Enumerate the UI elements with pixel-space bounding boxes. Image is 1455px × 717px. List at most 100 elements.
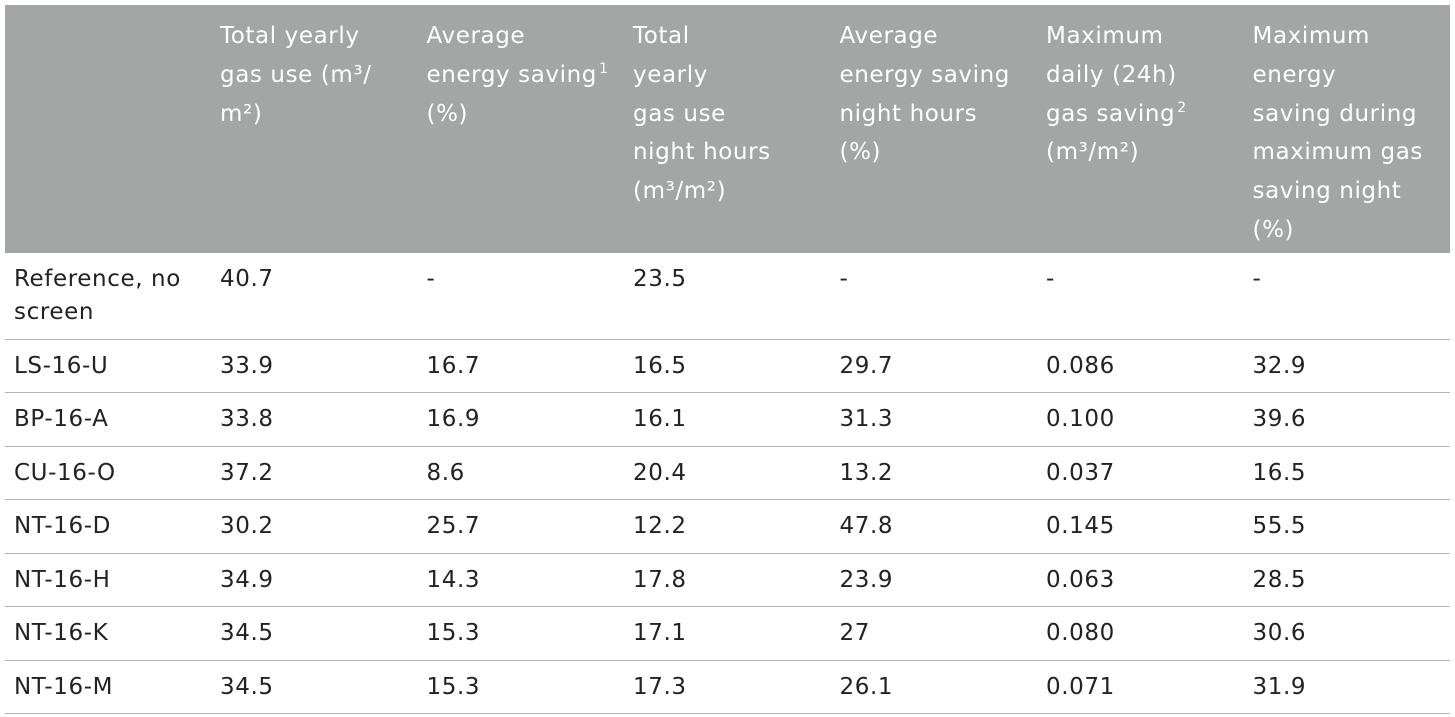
table-cell: -: [1243, 253, 1450, 340]
table-cell: 15.3: [417, 606, 624, 661]
table-cell: 34.5: [211, 606, 418, 661]
table-body: Reference, no screen 40.7 - 23.5 - - - L…: [5, 253, 1450, 714]
header-line-text: gas saving: [1046, 100, 1176, 127]
header-cell-average-energy-saving: Average energy saving 1 (%): [417, 5, 624, 253]
table-cell: 14.3: [417, 553, 624, 607]
table-cell: 55.5: [1243, 499, 1450, 554]
header-line: (%): [839, 139, 882, 166]
table-cell: -: [830, 253, 1037, 340]
row-label: CU-16-O: [5, 446, 211, 500]
table-cell: 30.6: [1243, 606, 1450, 661]
table-cell: 13.2: [830, 446, 1037, 500]
table-row: Reference, no screen 40.7 - 23.5 - - -: [5, 253, 1450, 340]
table-cell: 12.2: [624, 499, 831, 554]
header-line: maximum gas: [1252, 139, 1423, 166]
table-cell: 34.9: [211, 553, 418, 607]
header-line: saving during: [1252, 100, 1418, 127]
table-cell: 32.9: [1243, 339, 1450, 393]
table-row: NT-16-K 34.5 15.3 17.1 27 0.080 30.6: [5, 606, 1450, 661]
header-line-text: energy saving: [426, 61, 598, 88]
table-cell: 29.7: [830, 339, 1037, 393]
header-line: gas use: [633, 100, 726, 127]
table-cell: 0.071: [1037, 660, 1244, 714]
table-cell: 16.9: [417, 392, 624, 447]
header-line: Total yearly: [220, 23, 360, 49]
header-line: Average: [426, 23, 526, 49]
table-cell: 15.3: [417, 660, 624, 714]
header-line: gas use (m³/: [220, 61, 372, 88]
header-line: Maximum: [1252, 23, 1371, 49]
table-cell: 34.5: [211, 660, 418, 714]
table-cell: 17.1: [624, 606, 831, 661]
header-line: saving night: [1252, 178, 1402, 205]
table-cell: 40.7: [211, 253, 418, 340]
row-label: Reference, no screen: [5, 253, 211, 340]
header-line: (%): [1252, 216, 1295, 243]
table-cell: 0.037: [1037, 446, 1244, 500]
table-cell: 16.1: [624, 392, 831, 447]
header-line: night hours: [633, 139, 771, 166]
header-line: Total: [633, 23, 690, 49]
row-label-line: Reference, no: [14, 266, 181, 292]
header-line: night hours: [839, 100, 978, 127]
row-label-line: screen: [14, 299, 95, 325]
header-line: (m³/m²): [633, 178, 727, 205]
header-line: energy saving: [839, 61, 1011, 88]
header-line: energy: [1252, 61, 1337, 88]
header-line: gas saving 2: [1046, 95, 1236, 134]
table-cell: 31.3: [830, 392, 1037, 447]
header-cell-label: [5, 5, 211, 253]
header-row: Total yearly gas use (m³/ m²) Average en…: [5, 5, 1450, 253]
table-cell: 16.5: [624, 339, 831, 393]
table-cell: 17.8: [624, 553, 831, 607]
table-cell: 23.5: [624, 253, 831, 340]
table-cell: 0.086: [1037, 339, 1244, 393]
table-cell: 33.9: [211, 339, 418, 393]
table-cell: -: [1037, 253, 1244, 340]
header-line: (m³/m²): [1046, 139, 1140, 166]
header-line: daily (24h): [1046, 61, 1177, 88]
row-label: NT-16-K: [5, 606, 211, 661]
table-cell: 0.100: [1037, 392, 1244, 447]
table-row: BP-16-A 33.8 16.9 16.1 31.3 0.100 39.6: [5, 392, 1450, 447]
header-cell-average-energy-saving-night: Average energy saving night hours (%): [830, 5, 1037, 253]
gas-saving-table: Total yearly gas use (m³/ m²) Average en…: [5, 5, 1450, 714]
header-cell-maximum-energy-saving-night: Maximum energy saving during maximum gas…: [1243, 5, 1450, 253]
header-line: yearly: [633, 61, 708, 88]
table-cell: 0.080: [1037, 606, 1244, 661]
table-cell: 25.7: [417, 499, 624, 554]
row-label: LS-16-U: [5, 339, 211, 393]
table-cell: 20.4: [624, 446, 831, 500]
header-line: (%): [426, 100, 469, 127]
header-cell-total-yearly-gas-use-night: Total yearly gas use night hours (m³/m²): [624, 5, 831, 253]
table-row: LS-16-U 33.9 16.7 16.5 29.7 0.086 32.9: [5, 339, 1450, 393]
header-line: energy saving 1: [427, 56, 617, 95]
table-cell: 33.8: [211, 392, 418, 447]
row-label: BP-16-A: [5, 392, 211, 447]
row-label: NT-16-D: [5, 499, 211, 554]
table-cell: 39.6: [1243, 392, 1450, 447]
table-cell: 27: [830, 606, 1037, 661]
table-cell: 0.145: [1037, 499, 1244, 554]
table-row: NT-16-H 34.9 14.3 17.8 23.9 0.063 28.5: [5, 553, 1450, 607]
header-cell-total-yearly-gas-use: Total yearly gas use (m³/ m²): [211, 5, 418, 253]
table-row: CU-16-O 37.2 8.6 20.4 13.2 0.037 16.5: [5, 446, 1450, 500]
table-cell: 30.2: [211, 499, 418, 554]
table-cell: 23.9: [830, 553, 1037, 607]
table-cell: 31.9: [1243, 660, 1450, 714]
table-cell: 28.5: [1243, 553, 1450, 607]
row-label: NT-16-M: [5, 660, 211, 714]
table-cell: 0.063: [1037, 553, 1244, 607]
table-cell: 47.8: [830, 499, 1037, 554]
table-cell: -: [417, 253, 624, 340]
table-cell: 16.5: [1243, 446, 1450, 500]
table-cell: 17.3: [624, 660, 831, 714]
table-header: Total yearly gas use (m³/ m²) Average en…: [5, 5, 1450, 253]
row-label: NT-16-H: [5, 553, 211, 607]
table-cell: 26.1: [830, 660, 1037, 714]
header-line: Average: [839, 23, 939, 49]
footnote-marker: 1: [599, 60, 609, 77]
header-line: Maximum: [1046, 23, 1164, 49]
header-line: m²): [220, 100, 263, 127]
footnote-marker: 2: [1177, 99, 1187, 116]
